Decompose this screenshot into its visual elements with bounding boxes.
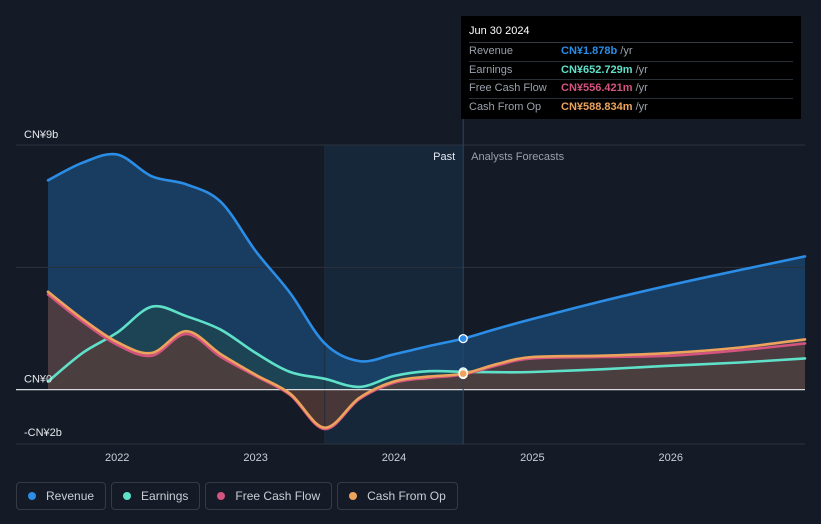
chart-legend: Revenue Earnings Free Cash Flow Cash Fro… [16, 482, 458, 510]
tooltip-value: CN¥1.878b [561, 45, 618, 57]
legend-item-revenue[interactable]: Revenue [16, 482, 107, 510]
past-label: Past [433, 151, 455, 163]
legend-dot-icon [217, 492, 226, 500]
tooltip-value: CN¥588.834m [561, 100, 633, 113]
tooltip-label: Earnings [469, 63, 513, 76]
series-markers [458, 333, 468, 380]
tooltip-unit: /yr [635, 100, 648, 113]
legend-label: Free Cash Flow [235, 489, 321, 503]
marker-cash-from-op [458, 368, 468, 379]
marker-revenue [458, 333, 468, 344]
line-earnings [46, 304, 807, 389]
legend-dot-icon [28, 492, 36, 500]
tooltip-label: Revenue [469, 45, 514, 57]
legend-label: Revenue [46, 489, 95, 503]
legend-item-cash-from-op[interactable]: Cash From Op [337, 482, 458, 510]
x-tick-label: 2024 [382, 452, 406, 464]
legend-item-free-cash-flow[interactable]: Free Cash Flow [205, 482, 333, 510]
line-revenue [46, 152, 807, 363]
gridlines [16, 144, 805, 445]
data-tooltip: Jun 30 2024 Revenue CN¥1.878b /yr Earnin… [461, 16, 801, 119]
tooltip-unit: /yr [635, 82, 648, 94]
series-lines [46, 152, 807, 431]
x-tick-label: 2026 [659, 452, 683, 464]
tooltip-row-revenue: Revenue CN¥1.878b /yr [469, 43, 793, 62]
legend-dot-icon [123, 492, 132, 500]
forecast-label: Analysts Forecasts [471, 151, 564, 163]
tooltip-row-earnings: Earnings CN¥652.729m /yr [469, 62, 793, 80]
tooltip-label: Cash From Op [469, 100, 542, 113]
chart-text: CN¥9b CN¥0 -CN¥2b 2022 2023 2024 2025 2026 Past A… [24, 129, 683, 464]
tooltip-row-cash-from-op: Cash From Op CN¥588.834m /yr [469, 99, 793, 117]
tooltip-row-free-cash-flow: Free Cash Flow CN¥556.421m /yr [469, 80, 793, 99]
legend-dot-icon [349, 492, 358, 500]
tooltip-value: CN¥652.729m [561, 63, 633, 76]
area-cash-from-op [48, 291, 805, 428]
y-tick-label: -CN¥2b [24, 427, 62, 439]
area-revenue [48, 154, 805, 390]
x-tick-label: 2023 [243, 452, 267, 464]
tooltip-unit: /yr [635, 63, 648, 76]
tooltip-unit: /yr [620, 45, 633, 57]
x-tick-label: 2022 [105, 452, 129, 464]
legend-label: Cash From Op [367, 489, 446, 503]
x-tick-label: 2025 [520, 452, 544, 464]
tooltip-date: Jun 30 2024 [469, 24, 793, 43]
line-cash-from-op [46, 290, 807, 429]
legend-label: Earnings [141, 489, 189, 503]
tooltip-label: Free Cash Flow [469, 82, 547, 94]
y-tick-label: CN¥0 [24, 374, 52, 386]
tooltip-value: CN¥556.421m [561, 82, 633, 94]
y-tick-label: CN¥9b [24, 129, 58, 141]
legend-item-earnings[interactable]: Earnings [111, 482, 201, 510]
area-free-cash-flow [48, 294, 805, 430]
